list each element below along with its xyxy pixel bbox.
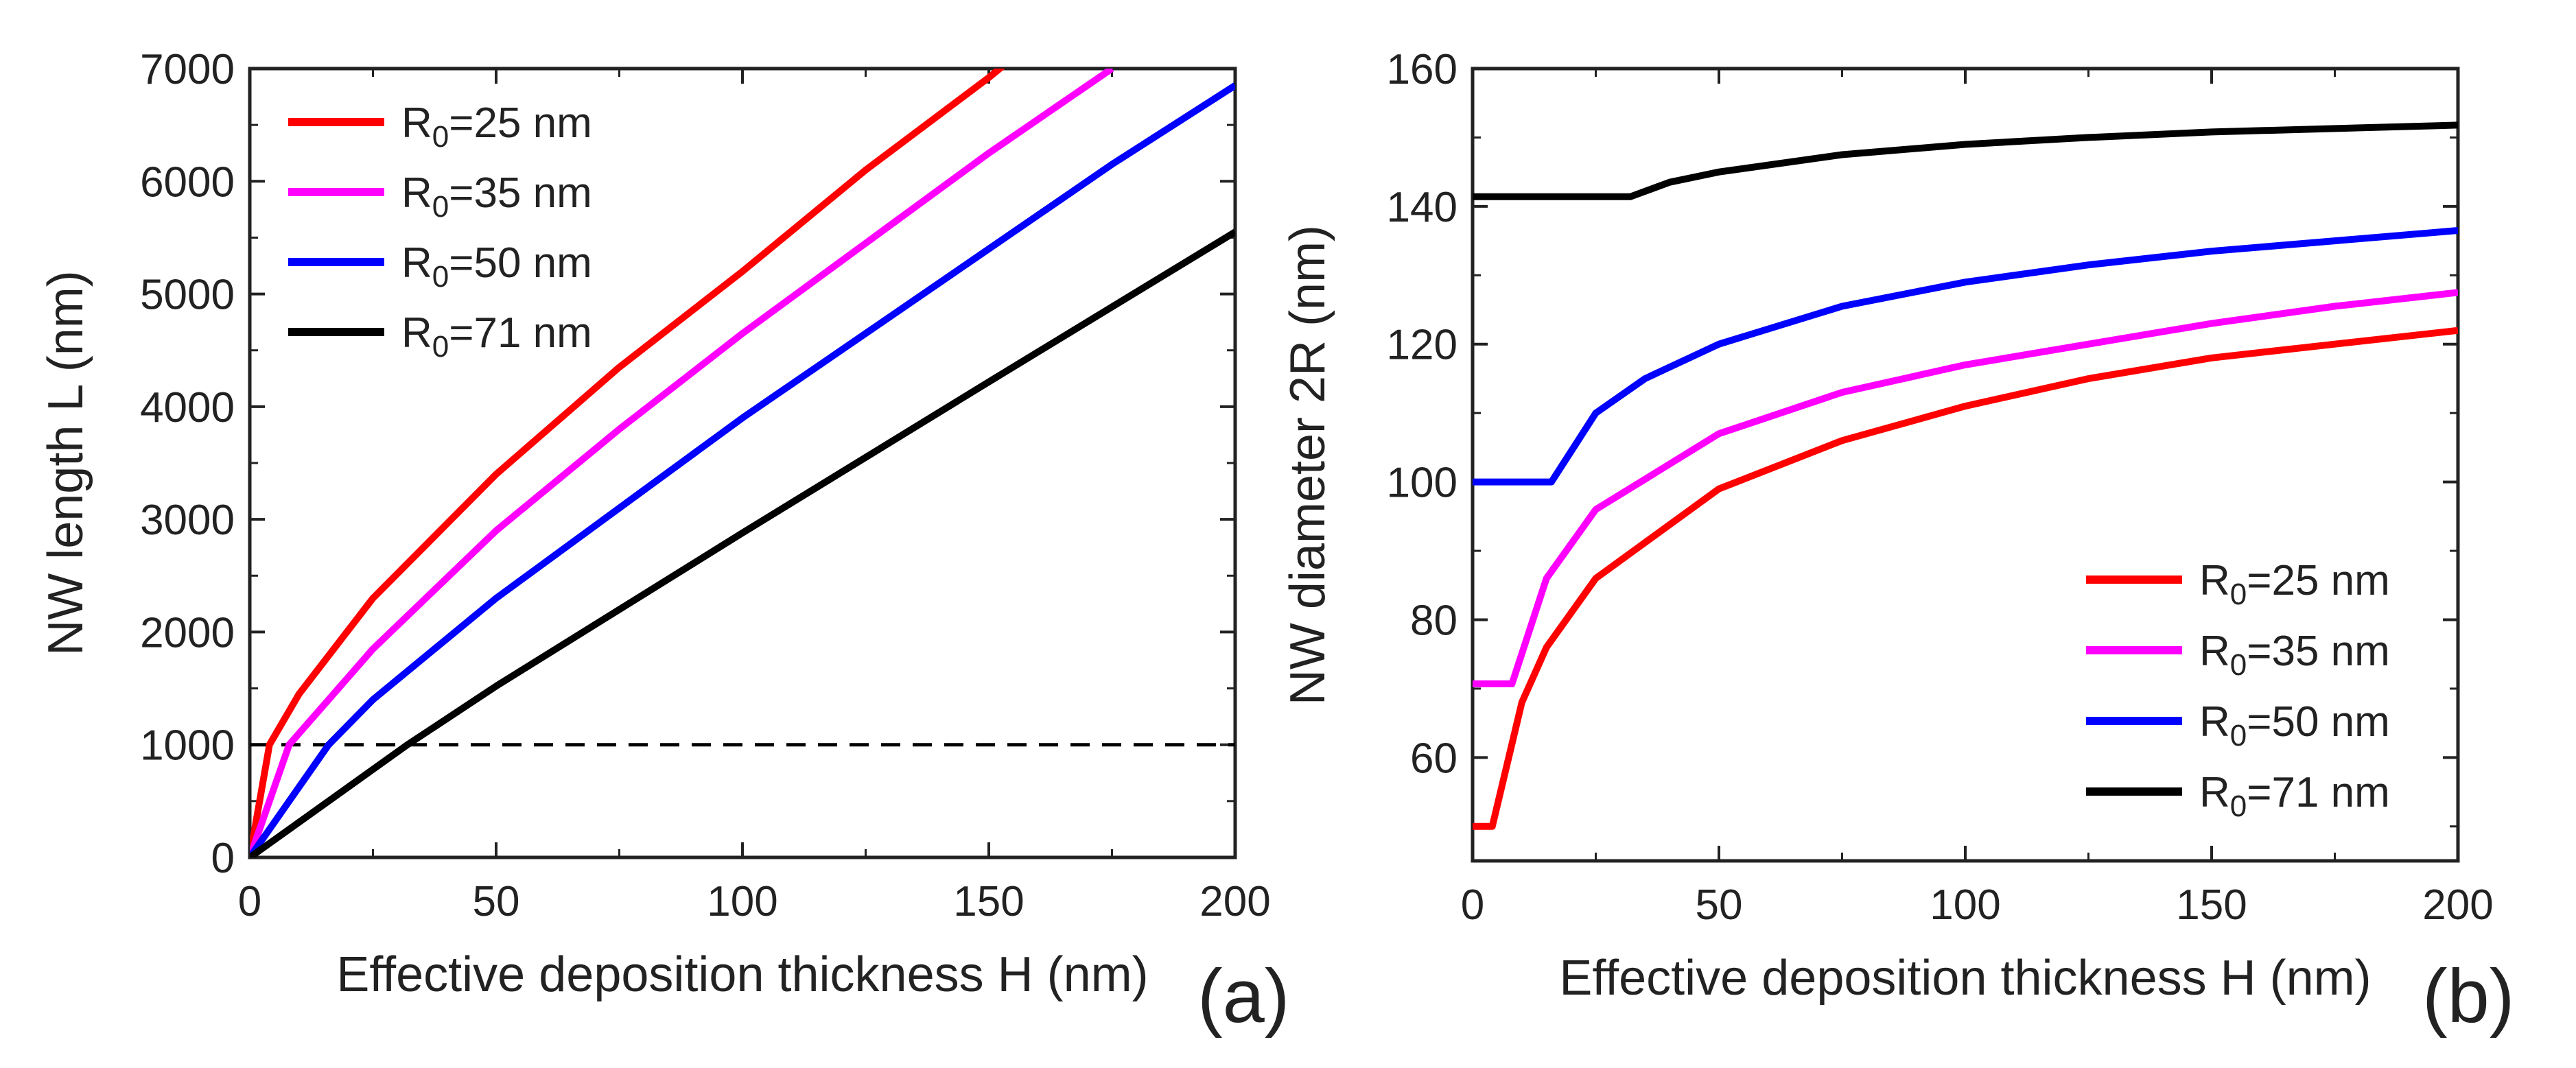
y-tick-label: 7000 <box>140 46 235 93</box>
chart-panel-b: 0 50 100 150 200 60 80 100 120 140 160 Effective d… <box>1280 46 2514 1039</box>
series-line-0 <box>1473 327 2458 830</box>
x-tick-label: 100 <box>707 878 777 925</box>
y-tick-label: 0 <box>211 835 235 882</box>
x-tick-label: 0 <box>238 878 261 925</box>
series-line-0 <box>250 69 1005 857</box>
y-tick-label: 100 <box>1387 460 1457 507</box>
y-tick-label: 60 <box>1410 735 1457 782</box>
y-tick-label: 1000 <box>140 722 235 770</box>
x-tick-label: 0 <box>1461 881 1484 929</box>
panel-label: (a) <box>1197 954 1289 1039</box>
legend-entry: R0=50 nm <box>401 239 592 294</box>
x-tick-label: 200 <box>1199 878 1270 925</box>
x-tick-label: 200 <box>2422 881 2493 929</box>
legend: R0=25 nm R0=35 nm R0=50 nm R0=71 nm <box>288 99 592 364</box>
x-tick-label: 50 <box>1696 881 1743 929</box>
x-axis-title: Effective deposition thickness H (nm) <box>336 947 1148 1002</box>
y-tick-label: 80 <box>1410 597 1457 644</box>
y-axis-title: NW length L (nm) <box>38 270 93 655</box>
series-line-1 <box>250 69 1114 857</box>
tick-marks <box>1471 67 2459 861</box>
y-tick-label: 2000 <box>140 609 235 656</box>
panel-label: (b) <box>2422 954 2514 1039</box>
tick-labels: 0 50 100 150 200 60 80 100 120 140 160 <box>1387 46 2494 929</box>
tick-labels: 0 50 100 150 2000100020003000400050006000700… <box>140 46 1271 925</box>
legend-entry: R0=25 nm <box>2199 557 2390 611</box>
x-tick-label: 150 <box>953 878 1024 925</box>
y-tick-label: 120 <box>1387 322 1457 369</box>
series-line-1 <box>1473 289 2458 687</box>
series-lines <box>250 69 1235 857</box>
y-axis-title: NW diameter 2R (nm) <box>1280 225 1335 705</box>
chart-panel-a: 0 50 100 150 2000100020003000400050006000700… <box>38 46 1289 1039</box>
series-lines <box>1473 121 2458 830</box>
y-tick-label: 3000 <box>140 497 235 544</box>
x-axis-title: Effective deposition thickness H (nm) <box>1559 951 2371 1006</box>
tick-marks <box>248 67 1237 859</box>
x-tick-label: 50 <box>473 878 520 925</box>
legend-entry: R0=25 nm <box>401 99 592 154</box>
y-tick-label: 4000 <box>140 384 235 431</box>
series-line-2 <box>250 82 1235 857</box>
y-tick-label: 6000 <box>140 158 235 206</box>
x-tick-label: 100 <box>1930 881 2000 929</box>
legend-entry: R0=71 nm <box>2199 769 2390 823</box>
plot-frame <box>248 67 1237 859</box>
y-tick-label: 160 <box>1387 46 1457 93</box>
y-tick-label: 140 <box>1387 184 1457 231</box>
series-line-3 <box>1473 121 2458 200</box>
legend-entry: R0=50 nm <box>2199 698 2390 752</box>
legend-entry: R0=35 nm <box>2199 628 2390 682</box>
legend-entry: R0=35 nm <box>401 169 592 224</box>
legend-entry: R0=71 nm <box>401 309 592 364</box>
legend: R0=25 nm R0=35 nm R0=50 nm R0=71 nm <box>2086 557 2390 823</box>
x-tick-label: 150 <box>2176 881 2247 929</box>
series-line-3 <box>250 228 1235 857</box>
series-line-2 <box>1473 227 2458 486</box>
y-tick-label: 5000 <box>140 272 235 319</box>
